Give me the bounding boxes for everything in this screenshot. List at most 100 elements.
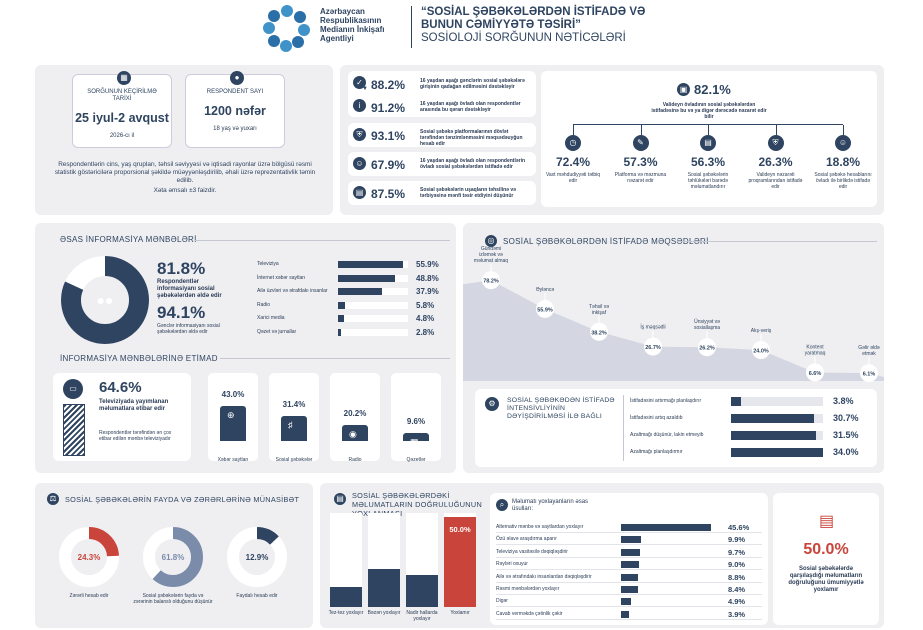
harm-donut xyxy=(143,527,203,587)
source-bar-value: 2.8% xyxy=(416,327,435,337)
stat-card-ban: ✓ ▼ 88.2% 16 yaşdan aşağı gənclərin sosi… xyxy=(348,71,536,117)
trust-icon: ♯ xyxy=(288,419,293,430)
source-bar-value: 4.8% xyxy=(416,314,435,323)
harm-label: Sosial şəbəkələrin fayda və zərərinin ba… xyxy=(133,593,213,605)
method-value: 9.0% xyxy=(728,560,746,570)
method-label: Alternativ mənbə və saytlardan yoxlayır xyxy=(496,524,584,530)
source-bar-label: Ailə üzvləri və ətrafdakı insanlar xyxy=(257,288,328,294)
trust-label: Qəzetlər xyxy=(406,457,426,463)
purpose-value: 55.9% xyxy=(537,307,553,313)
parent-item-icon: ⛨ xyxy=(767,135,784,151)
parent-item-value: 26.3% xyxy=(758,155,793,169)
purpose-label: Kontent yaratmaq xyxy=(805,344,826,356)
harm-value: 61.8% xyxy=(161,553,185,562)
sources-donut: ●● xyxy=(61,256,149,344)
method-value: 9.9% xyxy=(728,535,746,545)
purposes-panel: ◎ SOSİAL ŞƏBƏKƏLƏRDƏN İSTİFADƏ MƏQSƏDLƏR… xyxy=(463,223,884,473)
trust-value: 31.4% xyxy=(282,399,306,409)
intensity-value: 31.5% xyxy=(833,430,859,440)
survey-info-panel: ▦ SORĞUNUN KEÇİRİLMƏ TARİXİ 25 iyul-2 av… xyxy=(35,65,333,215)
purpose-point xyxy=(482,271,500,290)
verify-label: Tez-tez yoxlayır xyxy=(328,610,364,616)
purpose-value: 6.1% xyxy=(863,372,876,378)
verify-label: Nadir hallarda yoxlayır xyxy=(406,610,438,622)
page-title: “SOSİAL ŞƏBƏKƏLƏRDƏN İSTİFADƏ VƏ BUNUN CƏ… xyxy=(421,6,646,44)
intensity-bar xyxy=(731,448,823,457)
purpose-value: 26.2% xyxy=(699,346,715,352)
intensity-value: 30.7% xyxy=(833,413,859,423)
source-bar-label: İnternet xəbər saytları xyxy=(257,274,306,281)
source-bar xyxy=(338,301,345,309)
purpose-label: Gəlir əldə etmək xyxy=(858,345,880,357)
harm-label: Zərərli hesab edir xyxy=(69,593,109,599)
child-icon: ☺ xyxy=(353,157,366,170)
method-label: Rəsmi mənbələrdən yoxlayır xyxy=(496,586,560,592)
method-value: 4.9% xyxy=(728,597,746,607)
purpose-label: İş məqsədli xyxy=(640,324,665,331)
method-label: Televiziya vasitəsilə dəqiqləşdirir xyxy=(496,548,568,555)
intensity-bar xyxy=(731,397,742,406)
purpose-point xyxy=(644,337,662,356)
parent-item-label: Sosial şəbəkələrin təhlükələri barədə mə… xyxy=(687,172,729,190)
trust-bar xyxy=(342,424,368,441)
survey-date-card: ▦ SORĞUNUN KEÇİRİLMƏ TARİXİ 25 iyul-2 av… xyxy=(72,71,172,148)
trust-label: Xəbər saytları xyxy=(217,457,249,463)
trust-label: Sosial şəbəkələr xyxy=(275,457,313,463)
verify-bar xyxy=(406,574,438,607)
target-icon: ◎ xyxy=(485,235,497,247)
purpose-value: 26.7% xyxy=(645,345,661,351)
method-bar xyxy=(621,548,641,556)
shield-icon: ⛨ xyxy=(353,128,366,141)
method-value: 45.6% xyxy=(728,523,750,532)
trust-icon: ▦ xyxy=(410,437,419,448)
harm-label: Faydalı hesab edir xyxy=(236,593,278,599)
tv-trust-bar xyxy=(63,404,85,456)
method-bar xyxy=(621,586,638,593)
method-value: 8.4% xyxy=(728,585,746,594)
parental-control-card: ▣ 82.1% Valideyn övladının sosial şəbəkə… xyxy=(541,71,877,207)
verify-label: Bəzən yoxlayır xyxy=(367,610,401,616)
methods-card: ⌕ Məlumatı yoxlayanların əsas üsulları: … xyxy=(490,493,768,625)
trust-icon: ◉ xyxy=(349,428,357,439)
search-icon: ⌕ xyxy=(496,499,508,511)
purpose-value: 24.0% xyxy=(753,349,769,355)
purpose-point xyxy=(590,322,608,341)
intensity-value: 34.0% xyxy=(833,447,859,457)
sources-title: ƏSAS İNFORMASİYA MƏNBƏLƏRİ xyxy=(60,235,197,244)
intensity-label: İstifadəsini artıq azaldıb xyxy=(630,415,683,421)
method-bar xyxy=(621,561,639,569)
verify-value: 20.8% xyxy=(373,577,395,587)
trust-value: 20.2% xyxy=(343,408,367,418)
source-bar-label: Televiziya xyxy=(257,261,279,267)
source-bar-value: 5.8% xyxy=(416,300,435,310)
trust-card xyxy=(330,373,380,461)
source-bar xyxy=(338,288,383,295)
purposes-title: SOSİAL ŞƏBƏKƏLƏRDƏN İSTİFADƏ MƏQSƏDLƏRİ xyxy=(503,237,709,246)
balance-icon: ⚖ xyxy=(47,493,59,505)
checklist-icon: ▤ xyxy=(819,513,835,530)
method-bar xyxy=(621,573,639,581)
benefit-harm-panel: ⚖ SOSİAL ŞƏBƏKƏLƏRİN FAYDA VƏ ZƏRƏRLƏRİN… xyxy=(35,483,313,628)
method-value: 9.7% xyxy=(728,547,746,557)
parent-item-value: 72.4% xyxy=(555,155,591,169)
thumbs-up-icon: ✓ xyxy=(353,76,366,89)
key-stats-panel: ✓ ▼ 88.2% 16 yaşdan aşağı gənclərin sosi… xyxy=(340,65,884,215)
tv-trust-card: ▭ 64.6% Televiziyada yayımlanan məlumatl… xyxy=(53,373,191,461)
source-bar xyxy=(338,274,395,282)
respondent-count-card: ● RESPONDENT SAYI 1200 nəfər 18 yaş və y… xyxy=(185,71,285,148)
harm-title: SOSİAL ŞƏBƏKƏLƏRİN FAYDA VƏ ZƏRƏRLƏRİNƏ … xyxy=(65,495,300,504)
source-bar-label: Radio xyxy=(257,301,271,308)
harm-donut xyxy=(59,527,119,587)
trust-label: Radio xyxy=(348,457,362,463)
intensity-value: 3.8% xyxy=(833,396,854,406)
source-bar-track xyxy=(338,315,408,322)
intensity-card: ⚙ SOSİAL ŞƏBƏKƏDƏN İSTİFADƏ İNTENSİVLİYİ… xyxy=(475,389,877,467)
trust-value: 9.6% xyxy=(406,417,426,427)
purpose-label: Təhsil və inkişaf xyxy=(589,304,609,316)
parent-item-icon: ◷ xyxy=(565,135,581,151)
trust-icon: ⊕ xyxy=(227,410,235,421)
trust-card xyxy=(391,373,441,461)
verify-label: Yoxlamır xyxy=(450,610,470,616)
trust-title: İNFORMASİYA MƏNBƏLƏRİNƏ ETİMAD xyxy=(60,354,218,363)
purpose-label: Alış-veriş xyxy=(751,328,772,334)
